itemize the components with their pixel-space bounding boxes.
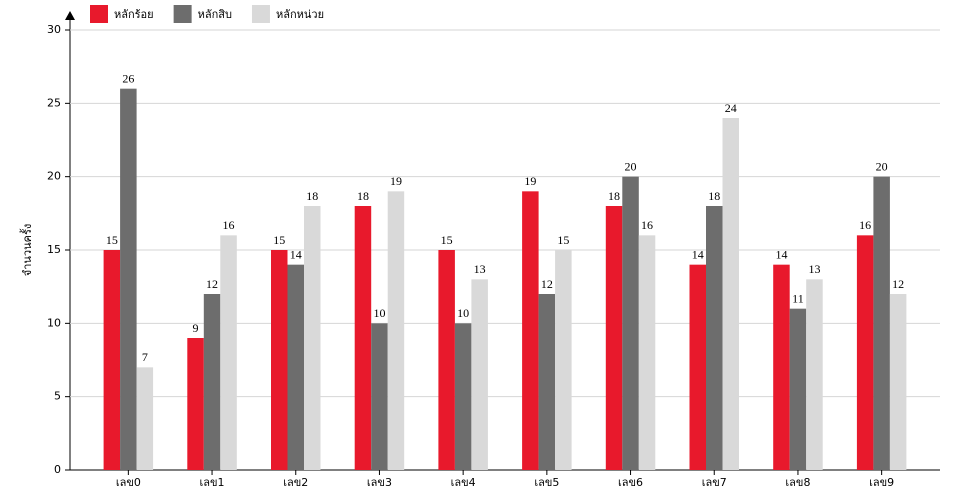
value-label: 7 <box>142 350 148 364</box>
value-label: 19 <box>390 174 402 188</box>
bar <box>555 250 572 470</box>
value-label: 12 <box>206 277 218 291</box>
x-tick-label: เลข8 <box>785 476 810 489</box>
value-label: 19 <box>524 174 536 188</box>
bar <box>522 191 539 471</box>
value-label: 16 <box>641 218 653 232</box>
bar <box>873 176 890 470</box>
value-label: 24 <box>725 101 737 115</box>
value-label: 14 <box>692 247 704 261</box>
x-tick-label: เลข2 <box>283 476 308 489</box>
y-tick-label: 30 <box>47 23 61 36</box>
value-label: 15 <box>106 233 118 247</box>
bar <box>605 206 623 470</box>
x-tick-label: เลข1 <box>200 476 225 489</box>
y-axis-label: จำนวนครั้ง <box>19 224 34 276</box>
legend-swatch <box>90 5 108 23</box>
value-label: 18 <box>357 189 369 203</box>
x-tick-label: เลข5 <box>534 476 559 489</box>
value-label: 10 <box>373 306 385 320</box>
y-tick-label: 15 <box>47 243 61 256</box>
y-tick-label: 10 <box>47 316 61 329</box>
value-label: 15 <box>273 233 285 247</box>
bar <box>471 279 488 470</box>
value-label: 9 <box>193 321 199 335</box>
legend-label: หลักสิบ <box>198 8 232 21</box>
value-label: 18 <box>608 189 620 203</box>
value-label: 15 <box>557 233 569 247</box>
bar <box>287 264 304 470</box>
legend-label: หลักร้อย <box>114 8 154 21</box>
value-label: 13 <box>474 262 486 276</box>
bar <box>856 235 874 470</box>
value-label: 18 <box>306 189 318 203</box>
x-tick-label: เลข7 <box>702 476 727 489</box>
bar <box>622 176 639 470</box>
value-label: 16 <box>859 218 871 232</box>
value-label: 13 <box>808 262 820 276</box>
x-tick-label: เลข4 <box>451 476 476 489</box>
value-label: 20 <box>876 159 888 173</box>
bar <box>638 235 656 470</box>
bar <box>304 206 321 470</box>
bar <box>706 206 723 470</box>
value-label: 14 <box>290 247 302 261</box>
bar <box>187 338 204 470</box>
bar <box>203 294 221 470</box>
y-tick-label: 5 <box>54 390 61 403</box>
y-tick-label: 20 <box>47 170 61 183</box>
value-label: 16 <box>223 218 235 232</box>
bar <box>789 308 807 470</box>
bar <box>220 235 237 470</box>
x-tick-label: เลข0 <box>116 476 141 489</box>
value-label: 20 <box>625 159 637 173</box>
x-tick-label: เลข3 <box>367 476 392 489</box>
value-label: 15 <box>441 233 453 247</box>
value-label: 11 <box>792 291 804 305</box>
bar <box>722 118 739 470</box>
value-label: 12 <box>892 277 904 291</box>
legend-label: หลักหน่วย <box>276 8 324 21</box>
value-label: 14 <box>775 247 787 261</box>
x-tick-label: เลข9 <box>869 476 894 489</box>
bar <box>136 367 154 470</box>
bar <box>454 323 472 470</box>
legend-swatch <box>251 5 270 23</box>
bar <box>371 323 388 470</box>
bar <box>438 250 455 470</box>
value-label: 18 <box>708 189 720 203</box>
bar <box>538 294 556 470</box>
bar <box>354 206 372 470</box>
value-label: 10 <box>457 306 469 320</box>
y-tick-label: 0 <box>54 463 61 476</box>
legend-swatch <box>173 5 192 23</box>
bar <box>103 250 121 470</box>
bar <box>689 264 706 470</box>
y-axis-arrow <box>65 11 75 20</box>
x-tick-label: เลข6 <box>618 476 643 489</box>
bar <box>387 191 405 471</box>
bar <box>271 250 288 470</box>
value-label: 12 <box>541 277 553 291</box>
bar <box>120 88 137 471</box>
value-label: 26 <box>122 71 134 85</box>
bar <box>889 294 907 470</box>
bar <box>773 264 790 470</box>
bar <box>806 279 823 470</box>
y-tick-label: 25 <box>47 96 61 109</box>
